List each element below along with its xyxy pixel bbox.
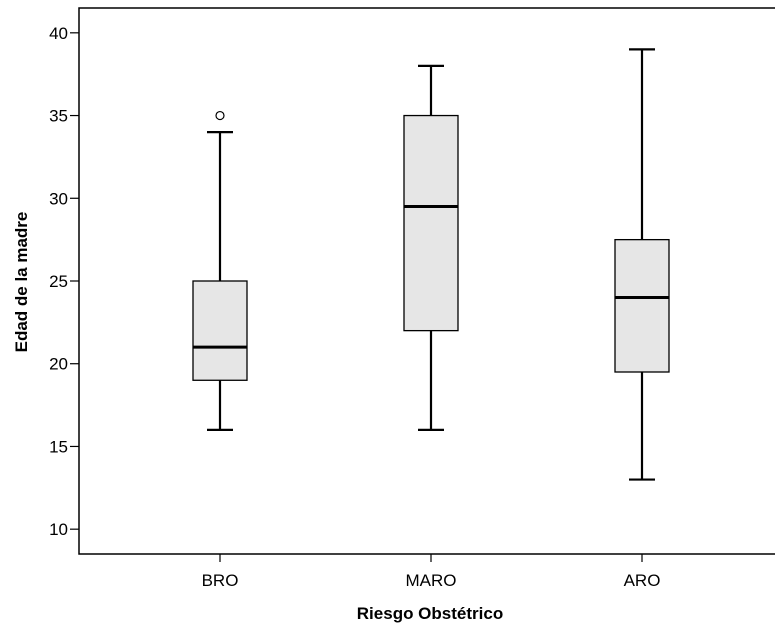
y-axis: 10 15 20 25 30 35 40 <box>49 24 79 539</box>
x-axis: BRO MARO ARO <box>202 554 661 590</box>
outlier-point <box>215 110 225 121</box>
x-tick-label-maro: MARO <box>406 571 457 590</box>
boxes-layer <box>192 48 670 481</box>
iqr-box <box>403 114 459 332</box>
y-tick-label: 25 <box>49 272 68 291</box>
y-axis-title: Edad de la madre <box>12 212 31 353</box>
y-tick-label: 40 <box>49 24 68 43</box>
box-bro <box>192 110 248 432</box>
y-tick-label: 35 <box>49 107 68 126</box>
y-tick-label: 20 <box>49 355 68 374</box>
y-tick-label: 10 <box>49 520 68 539</box>
y-tick-label: 15 <box>49 437 68 456</box>
y-tick-label: 30 <box>49 189 68 208</box>
x-axis-title: Riesgo Obstétrico <box>357 604 503 623</box>
box-aro <box>614 48 670 481</box>
box-maro <box>403 64 459 432</box>
iqr-box <box>614 238 670 373</box>
x-tick-label-bro: BRO <box>202 571 239 590</box>
iqr-box <box>192 280 248 381</box>
x-tick-label-aro: ARO <box>624 571 661 590</box>
